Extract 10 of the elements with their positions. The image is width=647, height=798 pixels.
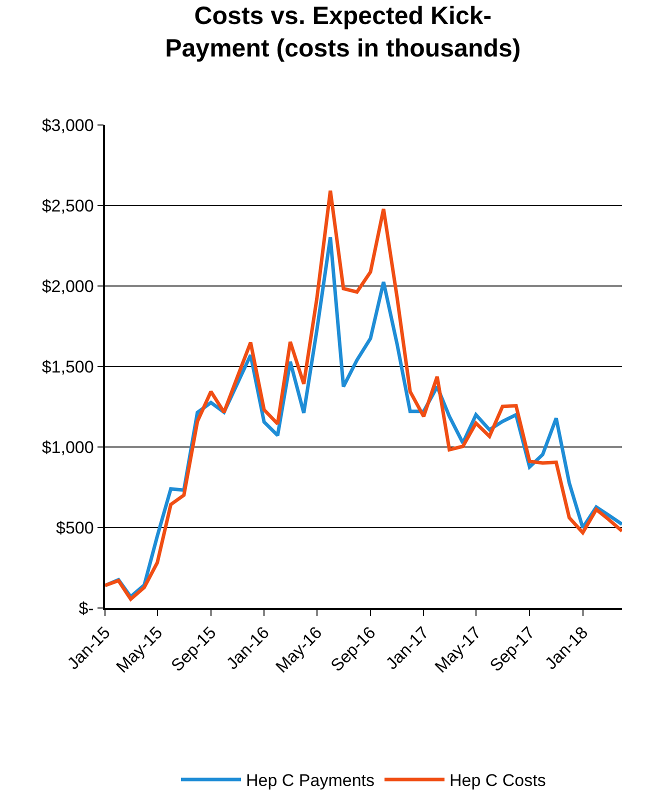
y-tick-label: $1,000	[42, 438, 94, 457]
y-tick-label: $3,000	[42, 116, 94, 135]
legend-label: Hep C Costs	[450, 771, 546, 790]
y-tick-label: $2,000	[42, 276, 94, 296]
y-tick-label: $-	[78, 598, 94, 618]
chart-title: Costs vs. Expected Kick- Payment (costs in thousands)	[165, 2, 521, 62]
y-tick-label: $2,500	[42, 196, 94, 216]
y-tick-label: $1,500	[42, 357, 94, 376]
legend-label: Hep C Payments	[246, 771, 374, 790]
y-tick-label: $500	[56, 518, 94, 538]
